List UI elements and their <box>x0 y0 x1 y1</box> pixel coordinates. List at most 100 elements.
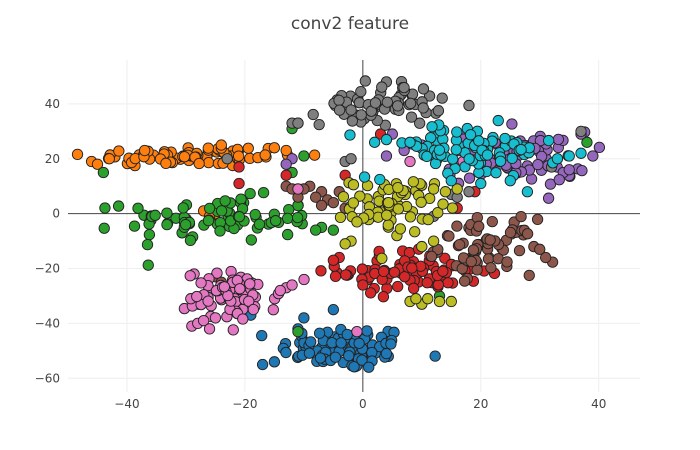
data-point <box>443 230 455 242</box>
data-point <box>280 346 292 359</box>
data-point <box>532 158 544 171</box>
data-point <box>377 291 390 303</box>
chart-title: conv2 feature <box>291 14 409 34</box>
x-tick-label: 40 <box>591 397 606 411</box>
data-point <box>445 175 457 187</box>
data-point <box>315 199 328 212</box>
data-point <box>292 325 304 338</box>
data-point <box>399 271 411 283</box>
data-point <box>451 183 463 195</box>
data-point <box>421 150 433 163</box>
data-point <box>202 295 214 307</box>
data-point <box>335 337 347 349</box>
data-point <box>193 157 205 170</box>
data-point <box>446 202 459 214</box>
data-point <box>432 279 445 291</box>
data-point <box>463 99 475 112</box>
data-point <box>202 214 215 227</box>
data-point <box>256 358 269 371</box>
data-point <box>382 196 395 209</box>
data-point <box>485 262 497 274</box>
data-point <box>404 97 417 110</box>
data-point <box>340 269 352 281</box>
data-point <box>280 169 292 181</box>
data-point <box>203 202 216 215</box>
data-point <box>543 134 555 147</box>
data-point <box>445 295 457 308</box>
data-point <box>345 104 357 116</box>
data-point <box>333 104 346 116</box>
data-point <box>281 212 294 225</box>
data-point <box>404 155 416 168</box>
data-point <box>427 183 440 195</box>
data-point <box>218 281 231 293</box>
data-point <box>348 361 360 373</box>
data-point <box>178 151 191 163</box>
data-point <box>381 96 394 108</box>
data-point <box>346 115 358 127</box>
data-point <box>515 210 527 223</box>
data-point <box>484 234 496 246</box>
data-point <box>426 121 438 133</box>
data-point <box>499 132 511 145</box>
y-tick-label: 40 <box>45 97 60 111</box>
data-point <box>467 244 480 256</box>
data-point <box>139 144 151 157</box>
data-point <box>473 220 485 232</box>
data-point <box>214 225 226 237</box>
data-point <box>329 270 342 283</box>
data-point <box>354 190 366 202</box>
y-tick-label: 0 <box>52 207 60 221</box>
data-point <box>552 133 565 146</box>
data-point <box>464 129 477 141</box>
y-tick-label: −20 <box>35 262 60 276</box>
data-point <box>234 283 246 295</box>
data-point <box>404 211 417 223</box>
data-point <box>506 118 518 130</box>
data-point <box>128 220 141 232</box>
data-point <box>161 207 173 219</box>
data-point <box>113 145 125 157</box>
data-point <box>329 351 342 363</box>
data-point <box>376 252 388 265</box>
data-point <box>394 223 407 235</box>
data-point <box>374 173 386 186</box>
data-point <box>202 142 214 154</box>
data-point <box>244 278 256 290</box>
data-point <box>410 293 422 305</box>
data-point <box>422 213 434 226</box>
data-point <box>339 238 351 250</box>
data-point <box>142 259 154 271</box>
data-point <box>575 125 587 137</box>
data-point <box>380 150 393 162</box>
y-tick-label: −60 <box>35 371 60 385</box>
data-point <box>439 186 452 198</box>
data-point <box>365 287 377 299</box>
data-point <box>383 183 395 196</box>
data-point <box>202 157 215 169</box>
data-point <box>132 202 144 214</box>
data-point <box>219 195 231 207</box>
data-point <box>257 187 270 199</box>
data-point <box>308 149 321 161</box>
data-point <box>358 171 371 183</box>
data-point <box>425 250 438 262</box>
data-point <box>286 279 298 291</box>
data-point <box>327 304 340 316</box>
data-point <box>407 176 419 188</box>
data-point <box>305 336 317 348</box>
data-point <box>392 182 404 194</box>
data-point <box>327 224 340 236</box>
data-point <box>463 172 476 184</box>
data-point <box>97 166 110 179</box>
data-point <box>315 265 327 277</box>
data-point <box>327 197 340 209</box>
data-point <box>249 208 261 221</box>
data-point <box>280 158 292 170</box>
data-point <box>141 238 154 251</box>
data-point <box>359 75 371 87</box>
data-point <box>184 270 196 282</box>
data-point <box>310 191 322 203</box>
data-point <box>215 205 228 217</box>
